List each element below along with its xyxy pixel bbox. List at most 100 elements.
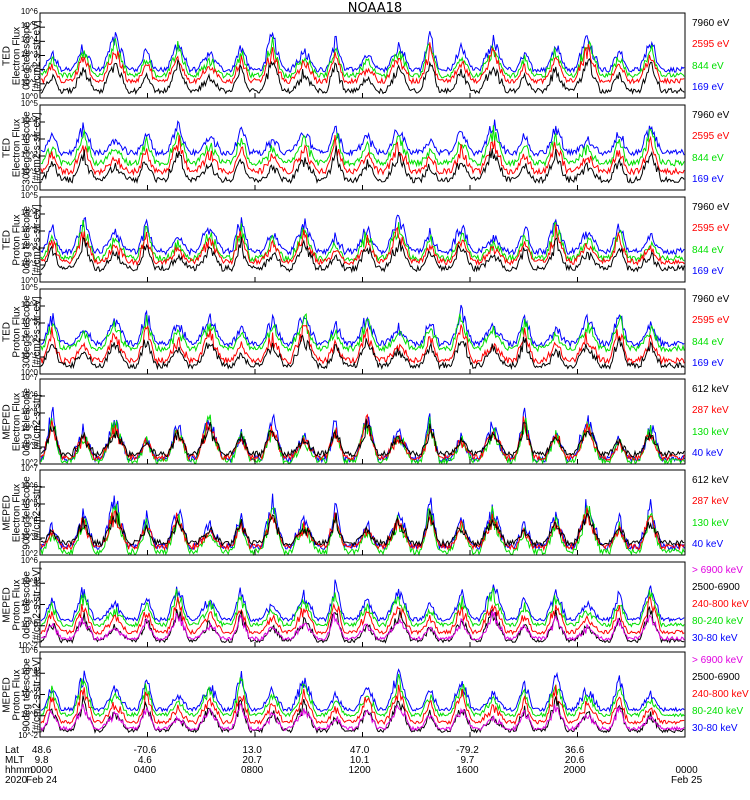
panel-frame-meped-p-0 <box>39 561 686 648</box>
ytick-label: 10^2 <box>20 242 38 251</box>
ytick-label: 10^2 <box>20 549 38 558</box>
ylabel-line: 90deg telescope <box>21 475 32 550</box>
legend-ted-p-0: 7960 eV 2595 eV 844 eV 169 eV <box>692 197 729 282</box>
ylabel-ted-p-0: TED Proton Flux 0deg telescope [#/cm2-s-str… <box>1 197 42 282</box>
footer-date: Feb 25 <box>671 775 703 786</box>
footer-mlt: 10.1 <box>349 755 370 766</box>
ylabel-meped-p-0: MEPED Proton Flux 0deg telescope [#/cm2-s-s… <box>1 562 42 647</box>
legend-ted-p-30: 7960 eV 2595 eV 844 eV 169 eV <box>692 289 729 374</box>
ytick-label: 10^2 <box>20 688 38 698</box>
series-meped-p-0-5 <box>40 579 685 623</box>
series-meped-p-0-4 <box>40 587 685 628</box>
legend-entry: 80-240 keV <box>692 706 744 717</box>
ylabel-line: Proton Flux <box>11 213 22 266</box>
ytick-label: 10^0 <box>20 276 38 285</box>
ylabel-meped-e-0: MEPED Electron Flux 0deg telescope [#/cm2-s… <box>1 379 42 464</box>
ylabel-line: [#/cm2-s-str-eV] <box>31 111 42 184</box>
legend-entry: 2500-6900 <box>692 582 740 593</box>
footer-lat: 13.0 <box>242 745 262 756</box>
ytick-label: 10^5 <box>20 99 38 108</box>
ytick-label: 10^0 <box>20 368 38 377</box>
series-ted-p-0-4 <box>40 214 685 257</box>
series-ted-e-30-3 <box>40 125 685 168</box>
footer-lat: 48.6 <box>31 745 52 756</box>
series-ted-e-0-1 <box>40 57 685 95</box>
series-meped-p-90-1 <box>40 702 685 733</box>
ytick-label: 10^5 <box>20 407 38 416</box>
ytick-label: 10^4 <box>20 515 38 524</box>
series-meped-p-90-2 <box>40 695 685 734</box>
ylabel-line: TED <box>1 137 12 158</box>
legend-meped-e-0: 612 keV 287 keV 130 keV 40 keV <box>692 379 729 464</box>
ytick-label: 10^4 <box>20 116 38 125</box>
footer-column-2: 13.0 20.7 0800 <box>241 746 263 786</box>
footer-row-labels: Lat MLT hhmm 2020 <box>5 746 33 786</box>
series-ted-e-30-4 <box>40 119 685 157</box>
ylabel-line: Proton Flux <box>11 668 22 721</box>
ytick-label: 10^2 <box>20 334 38 343</box>
legend-entry: > 6900 keV <box>692 565 743 576</box>
legend-meped-e-90: 612 keV 287 keV 130 keV 40 keV <box>692 470 729 555</box>
legend-meped-p-90: > 6900 keV 2500-6900 240-800 keV 80-240 keV… <box>692 652 749 737</box>
ytick-label: 10^4 <box>20 35 38 45</box>
ylabel-ted-p-30: TED Proton Flux 30deg telescope [#/cm2-s-st… <box>1 289 42 374</box>
legend-entry: 169 eV <box>692 173 724 185</box>
ytick-label: 10^3 <box>20 532 38 541</box>
ylabel-line: Electron Flux <box>11 483 22 542</box>
footer-label-year: 2020 <box>5 775 28 786</box>
footer-mlt: 4.6 <box>137 755 152 766</box>
legend-entry: 40 keV <box>692 538 724 550</box>
legend-entry: > 6900 keV <box>692 655 743 666</box>
footer-hhmm: 0000 <box>30 765 53 776</box>
legend-entry: 130 keV <box>692 426 729 438</box>
legend-entry: 30-80 keV <box>692 723 738 734</box>
footer-hhmm: 0800 <box>241 765 264 776</box>
ylabel-line: [#/cm2-s-str-keV] <box>31 656 42 733</box>
footer-column-6: 0000 Feb 25 <box>671 746 702 786</box>
footer-label-mlt: MLT <box>5 755 25 766</box>
ytick-label: 10^2 <box>20 150 38 159</box>
ylabel-line: Electron Flux <box>11 118 22 177</box>
legend-entry: 612 keV <box>692 475 729 487</box>
footer-lat: -70.6 <box>133 745 157 756</box>
ylabel-line: [#/cm2-s-str-eV] <box>31 203 42 276</box>
series-meped-p-90-3 <box>40 684 685 726</box>
ytick-label: 10^6 <box>20 481 38 490</box>
ytick-label: 10^3 <box>20 441 38 450</box>
legend-entry: 612 keV <box>692 384 729 396</box>
legend-entry: 169 eV <box>692 265 724 277</box>
ylabel-meped-e-90: MEPED Electron Flux 90deg telescope [#/cm2-… <box>1 470 42 555</box>
legend-entry: 30-80 keV <box>692 633 738 644</box>
ytick-label: 10^5 <box>20 21 38 31</box>
ytick-label: 10^7 <box>20 373 38 382</box>
footer-lat: 36.6 <box>564 745 585 756</box>
legend-entry: 2595 eV <box>692 223 730 235</box>
ylabel-line: [#/cm2-s-str-eV] <box>31 19 42 92</box>
ytick-label: 10^6 <box>20 646 38 655</box>
ytick-label: 10^0 <box>20 92 38 101</box>
legend-entry: 2595 eV <box>692 39 730 51</box>
ytick-label: 10^5 <box>20 191 38 200</box>
legend-entry: 844 eV <box>692 152 724 164</box>
legend-entry: 844 eV <box>692 336 724 348</box>
legend-entry: 2500-6900 <box>692 672 740 683</box>
footer-hhmm: 1200 <box>348 765 371 776</box>
series-ted-e-30-1 <box>40 145 685 185</box>
footer-mlt: 20.7 <box>242 755 262 766</box>
ylabel-line: MEPED <box>1 494 12 531</box>
ytick-label: 10^1 <box>20 77 38 87</box>
legend-entry: 2595 eV <box>692 131 730 143</box>
footer-label-hhmm: hhmm <box>5 765 33 776</box>
series-ted-e-0-4 <box>40 31 685 74</box>
ytick-label: 10^0 <box>20 184 38 193</box>
legend-entry: 287 keV <box>692 496 729 508</box>
footer-mlt: 9.7 <box>460 755 475 766</box>
ytick-label: 10^3 <box>20 317 38 326</box>
ytick-label: 10^5 <box>20 283 38 292</box>
footer-date <box>241 776 263 786</box>
ylabel-line: Electron Flux <box>11 392 22 451</box>
ylabel-line: [#/cm2-s-str] <box>31 393 42 450</box>
footer-hhmm: 0400 <box>133 765 157 776</box>
ytick-label: 10^1 <box>20 351 38 360</box>
